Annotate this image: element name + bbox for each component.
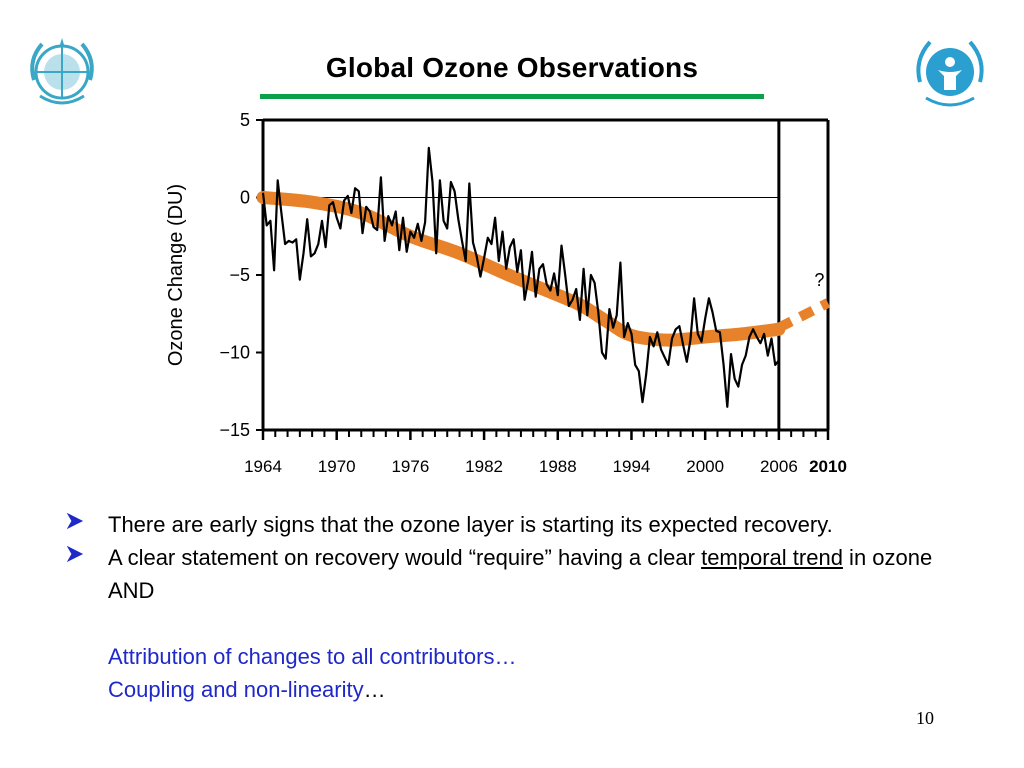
trend-band-line	[256, 191, 786, 347]
y-tick-label: −15	[219, 420, 250, 440]
x-tick-label: 1994	[613, 457, 651, 476]
x-tick-label: 2000	[686, 457, 724, 476]
bullet-item: A clear statement on recovery would “req…	[66, 541, 946, 607]
y-tick-label: 5	[240, 110, 250, 130]
blue-statement-tail: …	[363, 677, 386, 702]
observations-series-line	[261, 146, 780, 408]
page-number: 10	[916, 708, 934, 728]
y-tick-label: −5	[229, 265, 250, 285]
x-tick-label: 2010	[809, 457, 847, 476]
bullet-list: There are early signs that the ozone lay…	[66, 508, 946, 706]
blue-statement-text: Attribution of changes to all contributo…	[108, 644, 517, 669]
bullet-text-tail: in ozone AND	[108, 545, 933, 603]
y-axis-label: Ozone Change (DU)	[165, 184, 187, 366]
underlined-term: temporal trend	[701, 545, 843, 570]
x-tick-label: 1976	[391, 457, 429, 476]
x-tick-label: 2006	[760, 457, 798, 476]
slide-title: Global Ozone Observations	[325, 52, 699, 83]
x-tick-label: 1988	[539, 457, 577, 476]
x-tick-label: 1964	[244, 457, 282, 476]
title-underline-rule	[260, 94, 764, 99]
bullet-text: A clear statement on recovery would “req…	[108, 545, 702, 570]
x-tick-label: 1970	[318, 457, 356, 476]
y-tick-label: 0	[240, 188, 250, 208]
wmo-emblem-logo	[30, 38, 94, 105]
projection-dashed-line	[776, 298, 831, 333]
arrow-bullet-icon	[66, 512, 84, 530]
bullet-item: There are early signs that the ozone lay…	[66, 508, 946, 541]
unep-emblem-logo	[916, 40, 984, 107]
x-tick-label: 1982	[465, 457, 503, 476]
ozone-change-chart: 5 0 −5 −10 −15 Ozone Change (DU) 1964 1970 1976 1…	[165, 110, 847, 476]
y-tick-label: −10	[219, 343, 250, 363]
blue-statement: Coupling and non-linearity…	[66, 673, 946, 706]
blue-statement: Attribution of changes to all contributo…	[66, 640, 946, 673]
blue-statement-text: Coupling and non-linearity	[108, 677, 364, 702]
projection-question-annotation: ?	[814, 270, 824, 290]
arrow-bullet-icon	[66, 545, 84, 563]
bullet-text: There are early signs that the ozone lay…	[108, 512, 833, 537]
